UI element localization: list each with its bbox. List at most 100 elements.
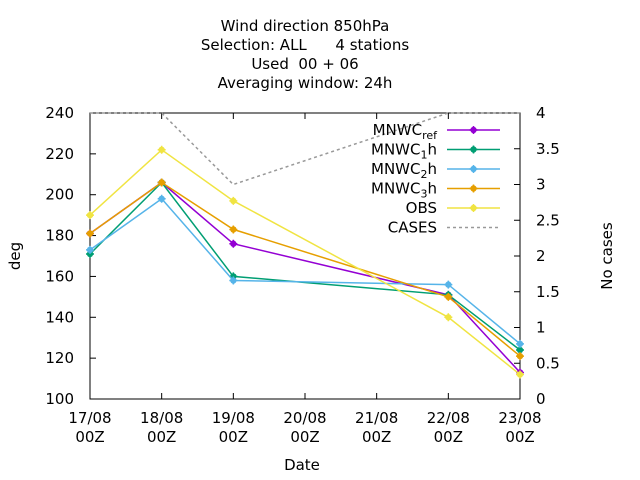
legend-label: MNWC1h <box>371 141 437 162</box>
legend-marker-cross <box>469 184 478 193</box>
data-point-cross <box>229 225 238 234</box>
y2-tick-label: 4 <box>536 104 546 122</box>
series-line-mnwc-ref <box>89 181 521 373</box>
data-point <box>516 370 524 379</box>
x-tick-label-time: 00Z <box>219 428 248 446</box>
y-axis-label: deg <box>6 242 24 270</box>
data-point-cross <box>229 239 238 248</box>
chart-series <box>86 112 524 379</box>
x-tick-label-date: 19/08 <box>212 409 255 427</box>
legend-label: CASES <box>388 219 437 237</box>
data-point-cross <box>444 280 453 289</box>
legend-label-text: OBS <box>406 199 437 217</box>
data-point-cross <box>157 194 166 203</box>
data-point <box>157 178 166 187</box>
legend-entry: CASES <box>388 219 500 237</box>
y2-tick-label: 0 <box>536 390 546 408</box>
data-point <box>229 276 238 285</box>
legend-marker-cross <box>469 145 478 154</box>
legend-label-subscript: ref <box>422 129 438 142</box>
data-point-cross <box>516 370 524 379</box>
x-tick-label-date: 18/08 <box>140 409 183 427</box>
y-tick-label: 180 <box>45 227 74 245</box>
legend-label-suffix: h <box>427 180 437 198</box>
y2-tick-label: 2 <box>536 247 546 265</box>
legend-label-text: MNWC <box>371 160 420 178</box>
x-tick-label-time: 00Z <box>290 428 319 446</box>
legend-label-text: CASES <box>388 219 437 237</box>
data-point-cross <box>229 276 238 285</box>
data-point-cross <box>444 292 453 301</box>
data-point-cross <box>86 229 94 238</box>
data-point <box>444 280 453 289</box>
x-tick-label-time: 00Z <box>434 428 463 446</box>
y-tick-label: 120 <box>45 349 74 367</box>
data-point <box>444 313 453 322</box>
data-point <box>86 245 94 254</box>
legend-label-subscript: 3 <box>420 188 427 201</box>
legend-marker-cross <box>469 204 478 212</box>
data-point <box>229 239 238 248</box>
y2-tick-label: 1.5 <box>536 283 560 301</box>
legend-label-suffix: h <box>427 141 437 159</box>
y-tick-label: 220 <box>45 145 74 163</box>
legend-label-suffix: h <box>427 160 437 178</box>
data-point <box>157 194 166 203</box>
legend-label: MNWC3h <box>371 180 437 201</box>
x-tick-label-date: 17/08 <box>68 409 111 427</box>
y-tick-label: 100 <box>45 390 74 408</box>
x-axis-label: Date <box>284 456 320 474</box>
legend-entry: MNWC1h <box>371 141 500 162</box>
y2-tick-label: 2.5 <box>536 211 560 229</box>
chart-title-line: Selection: ALL 4 stations <box>201 36 409 54</box>
legend-label: MNWC2h <box>371 160 437 181</box>
legend-entry: OBS <box>406 199 500 217</box>
y2-tick-label: 3.5 <box>536 140 560 158</box>
data-point <box>86 229 94 238</box>
y2-tick-label: 3 <box>536 176 546 194</box>
series-line-obs <box>89 148 521 376</box>
legend-label: OBS <box>406 199 437 217</box>
chart-title-line: Wind direction 850hPa <box>221 17 390 35</box>
legend-marker-cross <box>469 165 478 173</box>
x-tick-label-date: 20/08 <box>283 409 326 427</box>
legend-entry: MNWC2h <box>371 160 500 181</box>
data-point <box>229 196 238 205</box>
chart-title-line: Averaging window: 24h <box>218 74 393 92</box>
x-tick-label-time: 00Z <box>147 428 176 446</box>
x-tick-label-time: 00Z <box>75 428 104 446</box>
x-tick-label-date: 22/08 <box>427 409 470 427</box>
legend-label-text: MNWC <box>371 180 420 198</box>
chart-axes: 100 120 140 160 180 200 220 240 0 0.5 1 1.5 2 2.5 3 3.5… <box>45 104 560 446</box>
data-point <box>516 339 524 348</box>
data-point-cross <box>444 313 453 322</box>
data-point-cross <box>86 211 94 220</box>
chart-title-line: Used 00 + 06 <box>251 55 358 73</box>
data-point <box>516 352 524 361</box>
legend-entry: MNWCref <box>373 121 500 142</box>
legend-entry: MNWC3h <box>371 180 500 201</box>
legend-label-subscript: 1 <box>420 149 427 162</box>
data-point <box>229 225 238 234</box>
y2-axis-label: No cases <box>598 222 616 290</box>
x-tick-label-time: 00Z <box>362 428 391 446</box>
y-tick-label: 200 <box>45 186 74 204</box>
data-point <box>86 211 94 220</box>
data-point-cross <box>516 352 524 361</box>
legend-label-text: MNWC <box>371 141 420 159</box>
y-tick-label: 160 <box>45 267 74 285</box>
legend-label-text: MNWC <box>373 121 422 139</box>
y-tick-label: 240 <box>45 104 74 122</box>
data-point-cross <box>157 178 166 187</box>
legend-marker-cross <box>469 126 478 134</box>
x-tick-label-date: 23/08 <box>498 409 541 427</box>
data-point-cross <box>157 145 166 154</box>
y-tick-label: 140 <box>45 308 74 326</box>
legend-label: MNWCref <box>373 121 439 142</box>
legend-label-subscript: 2 <box>420 168 427 181</box>
x-tick-label-date: 21/08 <box>355 409 398 427</box>
data-point-cross <box>516 339 524 348</box>
